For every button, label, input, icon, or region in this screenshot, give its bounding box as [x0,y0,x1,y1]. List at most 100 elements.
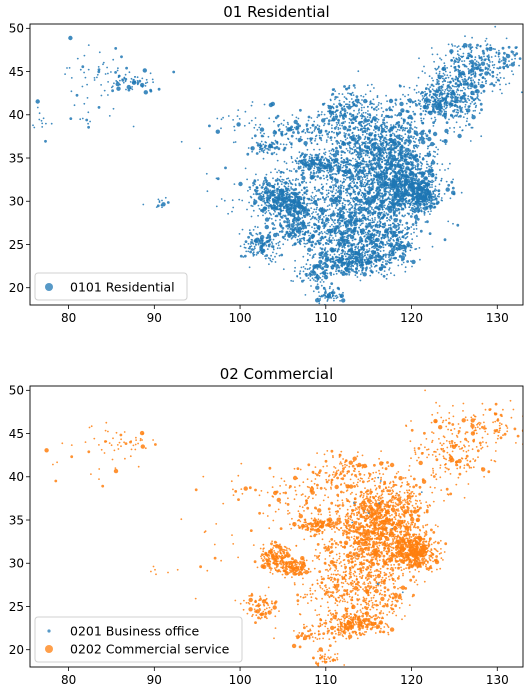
data-point [368,243,371,246]
data-point [402,197,404,200]
data-point [306,242,309,245]
data-point [391,196,394,199]
data-point [432,159,434,162]
data-point [408,213,410,216]
data-point [440,199,443,202]
data-point [283,160,286,163]
data-point [271,243,274,245]
data-point [401,129,404,132]
data-point [399,101,404,107]
data-point [269,236,271,239]
data-point [319,242,322,245]
data-point [430,200,432,203]
data-point [313,156,316,159]
data-point [407,129,412,134]
data-point [396,140,400,144]
data-point [427,163,429,166]
data-point [320,156,323,159]
data-point [262,253,264,256]
data-point [313,246,316,249]
data-point [403,195,406,198]
data-point [277,208,279,211]
data-point [391,175,394,178]
data-point [397,126,400,128]
data-point [328,204,331,207]
data-point [317,221,320,223]
data-point [404,127,407,130]
data-point [403,146,406,149]
data-point [329,166,332,170]
data-point [323,148,326,151]
data-point [378,126,380,128]
data-point [363,149,365,152]
data-point [308,221,311,224]
data-point [296,239,299,241]
data-point [372,249,374,252]
data-point [264,257,267,260]
data-point [375,165,378,167]
data-point [290,155,293,158]
data-point [443,238,447,242]
data-point [262,239,264,242]
data-point [297,212,299,215]
data-point [282,197,285,200]
data-point [409,135,413,138]
data-point [373,154,376,157]
data-point [416,163,420,166]
data-point [387,224,390,227]
data-point [306,148,309,151]
data-point [293,215,295,218]
data-point [376,197,379,199]
data-point [283,181,285,184]
data-point [330,203,333,206]
data-point [332,184,334,187]
data-point [339,232,343,236]
data-point [312,211,315,214]
data-point [313,186,316,189]
data-point [408,206,411,209]
data-point [350,152,353,155]
data-point [397,194,399,197]
data-point [378,102,380,104]
data-point [274,219,277,222]
data-point [332,153,338,158]
data-point [409,173,411,176]
data-point [409,157,411,159]
data-point [432,155,435,158]
data-point [371,221,373,224]
data-point [371,208,373,210]
data-point [377,135,380,138]
data-point [363,98,368,104]
data-point [355,224,357,227]
data-point [323,162,326,165]
data-point [270,190,274,194]
data-point [340,160,344,164]
data-point [429,180,432,183]
data-point [377,159,379,162]
data-point [344,251,347,253]
data-point [420,117,422,120]
data-point [403,150,405,152]
data-point [365,184,367,187]
data-point [430,164,433,167]
data-point [376,181,379,184]
data-point [253,202,256,206]
data-point [404,133,407,136]
data-point [370,202,372,204]
data-point [359,115,362,117]
data-point [374,167,377,170]
data-point [318,163,320,166]
data-point [365,172,368,175]
data-point [386,100,388,103]
data-point [368,161,371,164]
data-point [308,168,310,171]
data-point [425,166,428,169]
data-point [327,221,330,224]
data-point [353,270,355,273]
data-point [373,87,375,89]
data-point [444,169,446,171]
data-point [429,213,431,216]
data-point [354,126,357,128]
data-point [395,181,398,184]
data-point [332,237,334,239]
